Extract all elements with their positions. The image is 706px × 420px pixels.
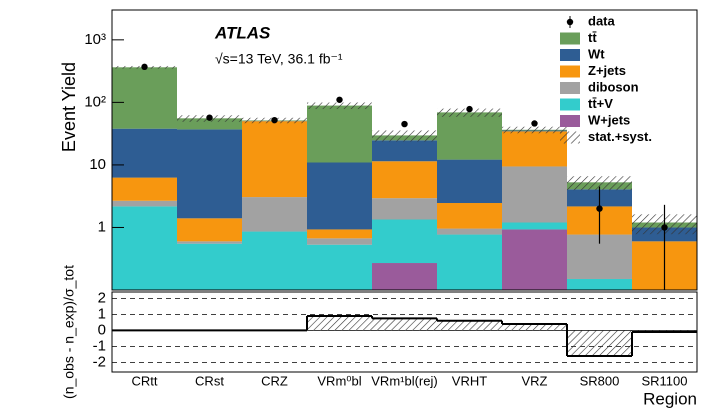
x-tick-label: VRHT <box>452 373 487 388</box>
bar-segment <box>567 278 632 290</box>
x-tick-label: VRm⁰bl <box>317 373 361 388</box>
bar-segment <box>372 140 437 162</box>
x-tick-label: CRst <box>195 373 224 388</box>
uncertainty-band <box>502 126 567 134</box>
x-tick-label: CRZ <box>261 373 288 388</box>
bar-segment <box>372 198 437 220</box>
bar-segment <box>437 203 502 229</box>
ratio-bar <box>567 330 632 356</box>
bar-segment <box>437 159 502 204</box>
y-tick-label: 10² <box>84 93 106 110</box>
legend-label: Z+jets <box>588 63 626 78</box>
data-point <box>466 105 473 113</box>
bar-segment <box>372 263 437 290</box>
data-point <box>661 224 668 231</box>
data-point <box>206 114 213 121</box>
legend-label: stat.+syst. <box>588 129 652 144</box>
legend-swatch <box>560 49 580 61</box>
plot-area <box>112 65 697 290</box>
ratio-bar <box>437 320 502 331</box>
uncertainty-band <box>372 130 437 142</box>
ratio-tick-label: 1 <box>98 305 106 322</box>
bar-segment <box>307 162 372 230</box>
bar-segment <box>307 105 372 163</box>
legend-label: tt̄ <box>588 30 597 45</box>
data-point <box>271 116 278 124</box>
legend-swatch <box>560 82 580 94</box>
bar-segment <box>177 218 242 242</box>
x-tick-label: VRm¹bl(rej) <box>371 373 437 388</box>
legend-swatch <box>560 115 580 127</box>
ratio-tick-label: 2 <box>98 289 106 306</box>
bar-segment <box>372 161 437 199</box>
legend-label: data <box>588 13 616 28</box>
legend-label: tt̄+V <box>588 96 613 111</box>
legend-swatch <box>560 131 580 144</box>
x-tick-label: SR1100 <box>641 373 687 388</box>
bar-segment <box>177 118 242 130</box>
bar-segment <box>242 197 307 232</box>
legend-label: W+jets <box>588 112 630 127</box>
bar-segment <box>177 241 242 244</box>
bar-segment <box>112 128 177 178</box>
bar-segment <box>437 112 502 160</box>
ratio-tick-label: -2 <box>93 353 106 370</box>
uncertainty-band <box>307 102 372 110</box>
y-tick-label: 10 <box>89 156 106 173</box>
data-point <box>401 120 408 128</box>
bar-segment <box>502 222 567 230</box>
main-frame <box>111 9 698 291</box>
ratio-bar <box>372 318 437 331</box>
y-tick-label: 10³ <box>84 31 106 48</box>
data-point <box>336 96 343 103</box>
bar-segment <box>502 166 567 223</box>
x-tick-label: SR800 <box>580 373 620 388</box>
bar-segment <box>437 234 502 290</box>
ratio-tick-label: -1 <box>93 337 106 354</box>
bar-segment <box>112 206 177 290</box>
legend-label: diboson <box>588 79 639 94</box>
bar-segment <box>437 228 502 235</box>
y-axis-label: Event Yield <box>59 62 79 152</box>
bar-segment <box>307 238 372 245</box>
data-point <box>141 63 148 71</box>
ratio-bar <box>307 316 372 331</box>
ratio-axis-label: (n_obs - n_exp)/σ_tot <box>61 265 77 399</box>
subtitle: √s=13 TeV, 36.1 fb⁻¹ <box>215 51 343 67</box>
atlas-label: ATLAS <box>214 23 271 42</box>
bar-segment <box>242 231 307 290</box>
ratio-tick-label: 0 <box>98 321 106 338</box>
legend-label: Wt <box>588 46 605 61</box>
legend-swatch <box>560 98 580 111</box>
ratio-bar <box>502 324 567 331</box>
legend-swatch <box>560 65 580 78</box>
bar-segment <box>242 121 307 198</box>
y-tick-label: 1 <box>98 218 106 235</box>
x-tick-label: CRtt <box>132 373 158 388</box>
bar-segment <box>112 67 177 129</box>
bar-segment <box>372 219 437 264</box>
bar-segment <box>177 129 242 219</box>
x-axis-label: Region <box>643 389 697 408</box>
bar-segment <box>177 243 242 290</box>
bar-segment <box>112 200 177 207</box>
bar-segment <box>502 131 567 167</box>
data-point <box>531 120 538 127</box>
uncertainty-band <box>567 176 632 191</box>
bar-segment <box>112 177 177 201</box>
x-tick-label: VRZ <box>522 373 548 388</box>
data-point <box>596 205 603 212</box>
uncertainty-band <box>437 108 502 117</box>
bar-segment <box>307 229 372 239</box>
bar-segment <box>502 229 567 290</box>
bar-segment <box>307 244 372 290</box>
legend-swatch <box>560 32 580 45</box>
